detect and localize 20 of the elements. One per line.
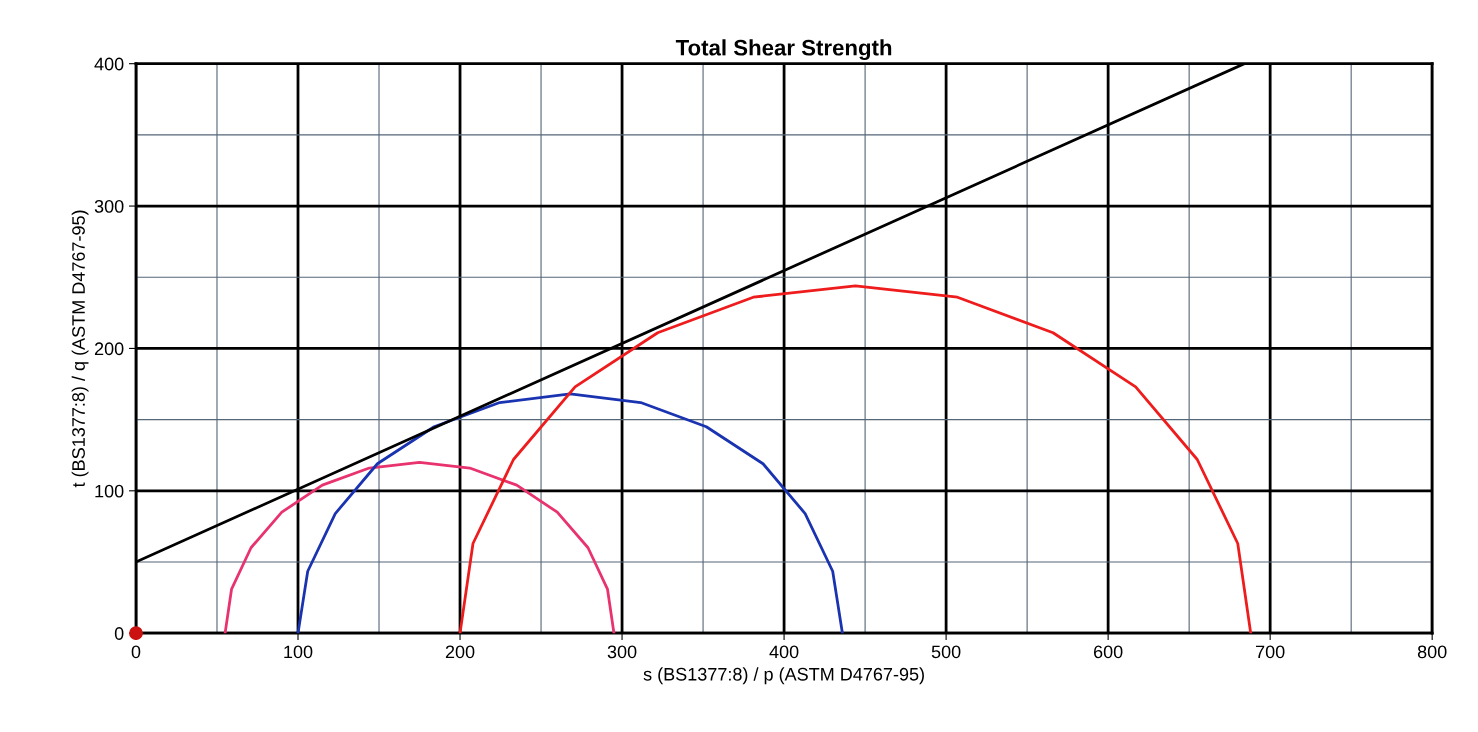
line-series (458, 284, 1253, 634)
y-tick-label: 400 (94, 57, 124, 71)
line-series (296, 392, 844, 634)
x-axis-title: s (BS1377:8) / p (ASTM D4767-95) (643, 667, 924, 685)
line-series (223, 460, 616, 634)
x-tick-label: 600 (1093, 645, 1123, 659)
x-tick-label: 500 (931, 645, 961, 659)
x-tick-label: 100 (284, 645, 313, 659)
x-tick-label: 0 (131, 645, 141, 659)
x-tick-label: 800 (1417, 645, 1447, 659)
y-tick-label: 100 (95, 484, 124, 498)
y-axis-title: t (BS1377:8) / q (ASTM D4767-95) (71, 210, 89, 488)
x-tick-label: 200 (445, 645, 475, 659)
y-tick-label: 300 (94, 199, 124, 213)
x-tick-label: 400 (769, 645, 799, 659)
y-tick-label: 0 (114, 627, 124, 640)
y-tick-label: 200 (94, 342, 124, 356)
chart-title: Total Shear Strength (675, 39, 892, 61)
x-tick-label: 300 (607, 645, 637, 659)
x-tick-label: 700 (1256, 645, 1285, 659)
